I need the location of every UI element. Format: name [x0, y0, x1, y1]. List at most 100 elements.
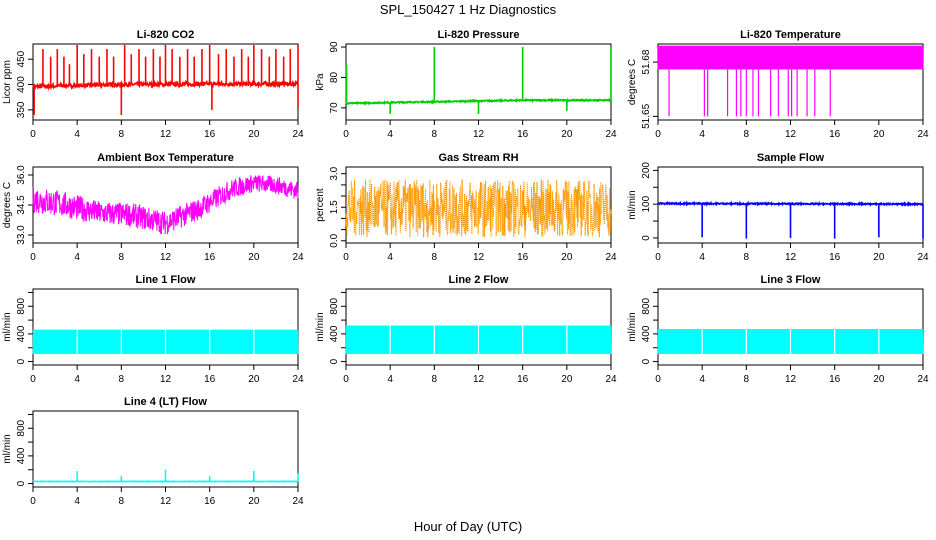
y-tick-label: 3.0	[329, 166, 340, 180]
y-tick-label: 400	[329, 325, 340, 342]
y-tick-label: 800	[641, 297, 652, 314]
x-tick-label: 12	[160, 252, 172, 263]
y-tick-label: 450	[16, 50, 27, 67]
y-tick-label: 800	[329, 297, 340, 314]
x-tick-label: 0	[655, 129, 661, 140]
y-tick-label: 0	[641, 358, 652, 364]
y-tick-label: 0	[641, 235, 652, 241]
x-tick-label: 20	[248, 252, 260, 263]
x-tick-label: 8	[432, 374, 438, 385]
panel-title: Sample Flow	[757, 152, 825, 164]
y-tick-label: 350	[16, 101, 27, 118]
x-tick-label: 12	[473, 129, 485, 140]
x-tick-label: 20	[561, 374, 573, 385]
y-tick-label: 800	[16, 419, 27, 436]
series-envelope	[32, 175, 299, 235]
y-tick-label: 1.5	[329, 200, 340, 214]
panel-title: Li-820 Temperature	[740, 29, 841, 41]
x-tick-label: 20	[248, 374, 260, 385]
x-tick-label: 0	[655, 252, 661, 263]
x-tick-label: 4	[699, 252, 705, 263]
x-tick-label: 4	[74, 496, 80, 507]
x-tick-label: 8	[119, 252, 125, 263]
x-tick-label: 4	[387, 129, 393, 140]
y-axis-label: degrees C	[627, 59, 638, 105]
x-tick-label: 0	[343, 129, 349, 140]
y-tick-label: 0	[329, 358, 340, 364]
x-tick-label: 4	[74, 129, 80, 140]
y-tick-label: 33.0	[16, 225, 27, 245]
x-tick-label: 24	[605, 252, 617, 263]
x-tick-label: 0	[655, 374, 661, 385]
x-tick-label: 24	[605, 374, 617, 385]
x-tick-label: 24	[292, 252, 304, 263]
x-tick-label: 24	[917, 129, 929, 140]
x-tick-label: 12	[785, 374, 797, 385]
y-tick-label: 34.5	[16, 195, 27, 215]
figure-title: SPL_150427 1 Hz Diagnostics	[380, 2, 557, 17]
y-tick-label: 36.0	[16, 165, 27, 185]
y-tick-label: 0	[16, 358, 27, 364]
y-axis-label: ml/min	[315, 312, 326, 341]
x-tick-label: 8	[744, 374, 750, 385]
y-tick-label: 400	[16, 447, 27, 464]
x-tick-label: 0	[343, 252, 349, 263]
x-tick-label: 16	[204, 129, 216, 140]
x-tick-label: 24	[292, 374, 304, 385]
x-tick-label: 20	[873, 129, 885, 140]
panel-title: Line 2 Flow	[449, 274, 509, 286]
y-tick-label: 100	[641, 195, 652, 212]
y-tick-label: 0	[16, 480, 27, 486]
x-tick-label: 4	[387, 374, 393, 385]
x-tick-label: 12	[785, 129, 797, 140]
x-tick-label: 12	[160, 129, 172, 140]
x-tick-label: 4	[387, 252, 393, 263]
figure-xlabel: Hour of Day (UTC)	[414, 519, 522, 534]
panel-title: Line 4 (LT) Flow	[124, 396, 207, 408]
x-tick-label: 4	[699, 129, 705, 140]
x-tick-label: 20	[248, 129, 260, 140]
x-tick-label: 8	[119, 496, 125, 507]
x-tick-label: 16	[829, 252, 841, 263]
series-envelope	[345, 179, 612, 238]
x-tick-label: 0	[343, 374, 349, 385]
x-tick-label: 24	[292, 496, 304, 507]
x-tick-label: 0	[30, 496, 36, 507]
y-axis-label: degrees C	[2, 182, 13, 228]
x-tick-label: 24	[605, 129, 617, 140]
panel-title: Li-820 CO2	[137, 29, 194, 41]
x-tick-label: 24	[917, 252, 929, 263]
x-tick-label: 16	[517, 374, 529, 385]
x-tick-label: 16	[517, 129, 529, 140]
panel-title: Gas Stream RH	[438, 152, 518, 164]
panel-title: Li-820 Pressure	[438, 29, 520, 41]
y-tick-label: 400	[641, 325, 652, 342]
x-tick-label: 8	[119, 374, 125, 385]
y-axis-label: kPa	[315, 73, 326, 91]
y-tick-label: 200	[641, 162, 652, 179]
x-tick-label: 16	[204, 252, 216, 263]
x-tick-label: 12	[160, 496, 172, 507]
x-tick-label: 0	[30, 129, 36, 140]
x-tick-label: 24	[917, 374, 929, 385]
x-tick-label: 16	[204, 496, 216, 507]
y-tick-label: 400	[16, 76, 27, 93]
x-tick-label: 12	[473, 252, 485, 263]
y-tick-label: 51.65	[641, 103, 652, 128]
x-tick-label: 0	[30, 374, 36, 385]
panel-title: Line 1 Flow	[136, 274, 196, 286]
x-tick-label: 20	[561, 129, 573, 140]
x-tick-label: 20	[248, 496, 260, 507]
x-tick-label: 4	[699, 374, 705, 385]
x-tick-label: 8	[432, 252, 438, 263]
y-axis-label: Licor ppm	[2, 60, 13, 104]
y-tick-label: 0.0	[329, 233, 340, 247]
x-tick-label: 20	[873, 252, 885, 263]
